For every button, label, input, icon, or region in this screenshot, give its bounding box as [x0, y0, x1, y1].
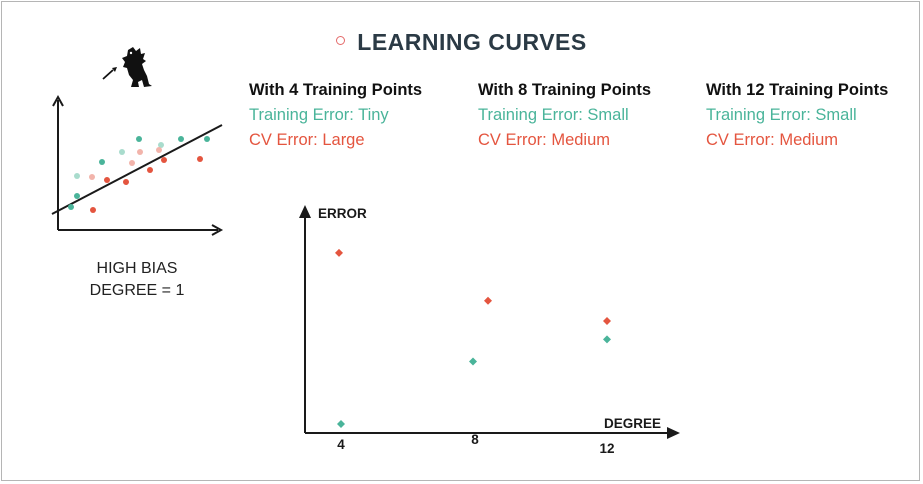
- sketch-point: [74, 193, 80, 199]
- sketch-point: [147, 167, 153, 173]
- panel-4-points: With 4 Training Points Training Error: T…: [249, 78, 422, 153]
- bias-label: HIGH BIAS: [96, 260, 178, 277]
- x-tick-label: 4: [337, 437, 345, 452]
- cv-error-point: [603, 316, 611, 325]
- sketch-point: [90, 207, 96, 213]
- sketch-point: [119, 149, 125, 155]
- dinosaur-icon: [122, 47, 152, 87]
- x-tick-labels: 4 8 12: [337, 432, 614, 456]
- sketch-point: [136, 136, 142, 142]
- sketch-y-arrow: [52, 94, 64, 107]
- panel-12-points: With 12 Training Points Training Error: …: [706, 78, 888, 153]
- training-error-text: Training Error: Tiny: [249, 106, 389, 124]
- sketch-point: [197, 156, 203, 162]
- model-label: HIGH BIAS DEGREE = 1: [62, 258, 212, 302]
- x-tick-label: 12: [599, 441, 614, 456]
- sketch-x-arrow: [211, 224, 224, 236]
- title-text: LEARNING CURVES: [357, 29, 587, 55]
- panel-heading: With 12 Training Points: [706, 81, 889, 99]
- sketch-point: [137, 149, 143, 155]
- sketch-point: [178, 136, 184, 142]
- data-points: [335, 248, 611, 428]
- x-axis-arrow: [667, 427, 680, 439]
- y-axis-arrow: [299, 205, 311, 218]
- sketch-point: [204, 136, 210, 142]
- panel-heading: With 4 Training Points: [249, 81, 423, 99]
- sketch-points: [68, 136, 210, 213]
- cv-error-text: CV Error: Large: [249, 131, 365, 149]
- sketch-point: [68, 204, 74, 210]
- sketch-point: [74, 173, 80, 179]
- model-fit-sketch: [51, 94, 224, 236]
- degree-label: DEGREE = 1: [89, 282, 185, 299]
- x-axis-label: DEGREE: [604, 416, 661, 431]
- sketch-point: [156, 147, 162, 153]
- sketch-point: [161, 157, 167, 163]
- training-error-point: [469, 357, 477, 366]
- page-title: LEARNING CURVES: [0, 29, 923, 56]
- bullet-icon: [336, 36, 346, 46]
- dart-icon: [102, 67, 117, 80]
- training-error-text: Training Error: Small: [706, 106, 857, 124]
- sketch-point: [129, 160, 135, 166]
- cv-error-point: [335, 248, 343, 257]
- sketch-point: [104, 177, 110, 183]
- cv-error-text: CV Error: Medium: [478, 131, 611, 149]
- x-tick-label: 8: [471, 432, 479, 447]
- sketch-point: [158, 142, 164, 148]
- training-error-point: [337, 420, 345, 428]
- cv-error-point: [484, 296, 492, 305]
- panel-8-points: With 8 Training Points Training Error: S…: [478, 78, 651, 153]
- cv-error-text: CV Error: Medium: [706, 131, 839, 149]
- panel-heading: With 8 Training Points: [478, 81, 652, 99]
- sketch-point: [89, 174, 95, 180]
- fit-line: [51, 124, 223, 215]
- training-error-text: Training Error: Small: [478, 106, 629, 124]
- sketch-point: [123, 179, 129, 185]
- sketch-point: [99, 159, 105, 165]
- y-axis-label: ERROR: [318, 206, 367, 221]
- training-error-point: [603, 335, 611, 344]
